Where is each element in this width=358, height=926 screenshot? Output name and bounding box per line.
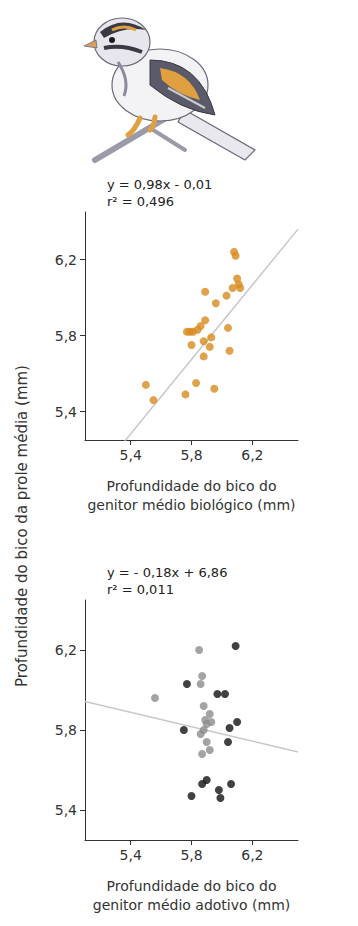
svg-text:genitor médio biológico (mm): genitor médio biológico (mm): [87, 497, 295, 513]
svg-text:5,4: 5,4: [55, 802, 77, 818]
svg-text:Profundidade do bico do: Profundidade do bico do: [107, 878, 277, 894]
svg-text:r² = 0,496: r² = 0,496: [107, 194, 174, 209]
svg-text:5,4: 5,4: [120, 847, 142, 863]
svg-text:Profundidade do bico do: Profundidade do bico do: [107, 478, 277, 494]
svg-text:6,2: 6,2: [55, 252, 77, 268]
svg-text:5,8: 5,8: [55, 328, 77, 344]
svg-text:genitor médio adotivo (mm): genitor médio adotivo (mm): [93, 897, 290, 913]
svg-text:6,2: 6,2: [55, 642, 77, 658]
svg-text:y = 0,98x - 0,01: y = 0,98x - 0,01: [107, 177, 212, 192]
svg-text:6,2: 6,2: [241, 447, 263, 463]
svg-text:r² = 0,011: r² = 0,011: [107, 582, 174, 597]
svg-text:5,4: 5,4: [120, 447, 142, 463]
svg-text:5,8: 5,8: [55, 722, 77, 738]
svg-text:Profundidade do bico da prole: Profundidade do bico da prole média (mm): [13, 365, 31, 687]
svg-text:5,8: 5,8: [180, 847, 202, 863]
svg-text:6,2: 6,2: [241, 847, 263, 863]
svg-text:y = - 0,18x + 6,86: y = - 0,18x + 6,86: [107, 565, 227, 580]
svg-text:5,8: 5,8: [180, 447, 202, 463]
svg-text:5,4: 5,4: [55, 404, 77, 420]
